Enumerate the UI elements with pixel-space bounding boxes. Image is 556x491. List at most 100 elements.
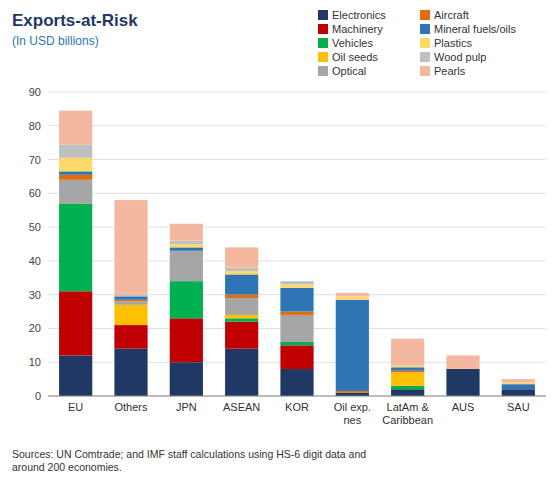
bar-segment xyxy=(170,247,203,250)
legend-label: Machinery xyxy=(332,23,383,35)
legend-label: Optical xyxy=(332,65,366,77)
bar-segment xyxy=(391,367,424,370)
bar-segment xyxy=(170,362,203,396)
text-line: KOR xyxy=(285,401,309,413)
text-line: Sources: UN Comtrade; and IMF staff calc… xyxy=(12,448,366,460)
text-line: around 200 economies. xyxy=(12,461,122,473)
bar-segment xyxy=(59,175,92,180)
y-tick-label: 60 xyxy=(29,187,41,199)
legend-label: Wood pulp xyxy=(434,51,486,63)
grid-line xyxy=(48,396,546,397)
y-tick-label: 50 xyxy=(29,221,41,233)
legend-label: Oil seeds xyxy=(332,51,378,63)
bar-segment xyxy=(114,325,147,349)
legend-swatch xyxy=(318,38,328,48)
text-line: ASEAN xyxy=(223,401,260,413)
legend-swatch xyxy=(420,52,430,62)
legend-swatch xyxy=(318,66,328,76)
bar-segment xyxy=(502,389,535,396)
bar-segment xyxy=(59,203,92,291)
legend-swatch xyxy=(318,52,328,62)
bar-segment xyxy=(114,296,147,299)
x-tick-label: SAU xyxy=(507,401,530,413)
y-tick-label: 30 xyxy=(29,289,41,301)
bar-segment xyxy=(336,300,369,391)
bar-segment xyxy=(59,171,92,174)
bar-segment xyxy=(114,200,147,295)
bar-segment xyxy=(280,342,313,345)
bar-segment xyxy=(225,274,258,294)
legend-label: Electronics xyxy=(332,9,386,21)
y-tick-label: 70 xyxy=(29,154,41,166)
bar-segment xyxy=(391,389,424,396)
bar-segment xyxy=(114,301,147,304)
bar-segment xyxy=(170,281,203,318)
chart: Exports-at-Risk(In USD billions)01020304… xyxy=(0,0,556,491)
text-line: Caribbean xyxy=(382,414,433,426)
bar-segment xyxy=(59,180,92,204)
x-tick-label: JPN xyxy=(176,401,197,413)
text-line: Oil exp. xyxy=(334,401,371,413)
legend-label: Plastics xyxy=(434,37,472,49)
grid-line xyxy=(48,159,546,160)
legend: Electronics Machinery Vehicles Oil seeds Opt… xyxy=(318,9,516,77)
bar-segment xyxy=(336,393,369,396)
subtitle: (In USD billions) xyxy=(12,34,99,48)
y-axis: 0102030405060708090 xyxy=(29,86,546,402)
y-tick-label: 80 xyxy=(29,120,41,132)
bar-segment xyxy=(502,382,535,384)
bar-segment xyxy=(225,295,258,298)
x-tick-label: KOR xyxy=(285,401,309,413)
y-tick-label: 40 xyxy=(29,255,41,267)
grid-line xyxy=(48,92,546,93)
bar-segment xyxy=(225,349,258,396)
bar-segment xyxy=(336,391,369,393)
bar-segment xyxy=(114,305,147,325)
bar-segment xyxy=(170,251,203,281)
bar-segment xyxy=(225,271,258,274)
bar-segment xyxy=(225,247,258,267)
bar-segment xyxy=(59,144,92,158)
bar-segment xyxy=(280,285,313,288)
bar-segment xyxy=(170,244,203,247)
title: Exports-at-Risk xyxy=(12,11,138,30)
bar-segment xyxy=(225,318,258,321)
bar-segment xyxy=(280,288,313,312)
bar-segment xyxy=(280,315,313,342)
x-tick-label: Oil exp.nes xyxy=(334,401,371,426)
bar-segment xyxy=(114,295,147,297)
bar-segment xyxy=(446,369,479,396)
grid-line xyxy=(48,125,546,126)
bar-segment xyxy=(502,384,535,389)
bar-segment xyxy=(391,366,424,368)
bar-segment xyxy=(280,281,313,282)
text-line: JPN xyxy=(176,401,197,413)
bar-segment xyxy=(114,300,147,302)
bar-segment xyxy=(225,315,258,318)
text-line: Others xyxy=(114,401,148,413)
bar-segment xyxy=(59,355,92,396)
text-line: AUS xyxy=(452,401,475,413)
bar-segment xyxy=(59,158,92,172)
y-tick-label: 90 xyxy=(29,86,41,98)
legend-swatch xyxy=(420,10,430,20)
bar-segment xyxy=(170,224,203,241)
bar-segment xyxy=(336,293,369,296)
grid-line xyxy=(48,193,546,194)
legend-label: Mineral fuels/oils xyxy=(434,23,516,35)
x-tick-label: AUS xyxy=(452,401,475,413)
x-tick-label: ASEAN xyxy=(223,401,260,413)
x-tick-label: EU xyxy=(68,401,83,413)
bar-segment xyxy=(280,369,313,396)
legend-swatch xyxy=(318,24,328,34)
bar-segment xyxy=(280,312,313,315)
legend-swatch xyxy=(420,24,430,34)
bar-segment xyxy=(59,291,92,355)
source-note: Sources: UN Comtrade; and IMF staff calc… xyxy=(12,448,366,473)
bar-segment xyxy=(391,339,424,366)
text-line: SAU xyxy=(507,401,530,413)
legend-label: Pearls xyxy=(434,65,466,77)
bar-segment xyxy=(114,349,147,396)
y-tick-label: 20 xyxy=(29,322,41,334)
legend-label: Vehicles xyxy=(332,37,373,49)
